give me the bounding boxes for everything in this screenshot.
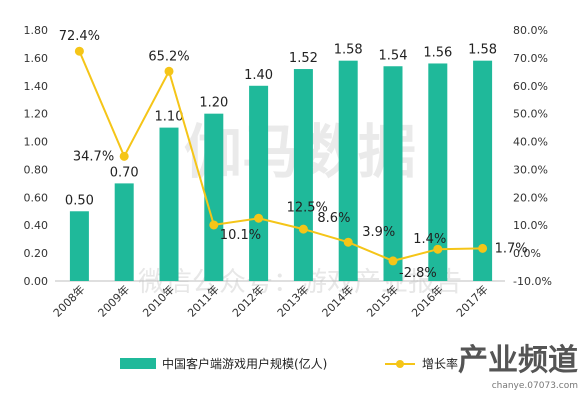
- bar: [114, 183, 134, 281]
- growth-rate-value-label: 34.7%: [73, 149, 114, 164]
- growth-rate-value-label: 3.9%: [362, 225, 395, 240]
- left-axis-tick-label: 0.60: [24, 191, 49, 204]
- growth-rate-value-label: -2.8%: [399, 266, 437, 281]
- bar-value-label: 1.54: [379, 48, 408, 63]
- right-axis-tick-label: 10.0%: [513, 219, 548, 232]
- bar: [338, 60, 358, 281]
- right-axis-tick-label: 30.0%: [513, 163, 548, 176]
- left-axis-tick-label: 0.80: [24, 163, 49, 176]
- bars-group: [69, 60, 493, 282]
- bar: [293, 69, 313, 282]
- growth-rate-value-label: 1.4%: [413, 232, 446, 247]
- bar-value-label: 1.40: [244, 68, 273, 83]
- growth-rate-point: [343, 237, 353, 247]
- growth-rate-point: [164, 66, 174, 76]
- right-axis-tick-label: 80.0%: [513, 24, 548, 37]
- left-axis-tick-label: 0.20: [24, 247, 49, 260]
- bar: [249, 85, 269, 282]
- growth-rate-point: [119, 151, 129, 161]
- right-axis-tick-label: 50.0%: [513, 108, 548, 121]
- growth-rate-points: [74, 46, 488, 266]
- growth-rate-value-label: 10.1%: [220, 228, 261, 243]
- growth-rate-value-label: 1.7%: [495, 241, 528, 256]
- x-axis-tick-label: 2008年: [50, 282, 87, 319]
- bar: [69, 211, 89, 281]
- corner-logo: 产业频道 chanye.07073.com: [458, 343, 578, 391]
- bar: [473, 60, 493, 281]
- legend-bar-label: 中国客户端游戏用户规模(亿人): [162, 356, 327, 371]
- bar-value-label: 1.52: [289, 51, 318, 66]
- growth-rate-point: [433, 244, 443, 254]
- growth-rate-point: [298, 224, 308, 234]
- right-axis-tick-label: 60.0%: [513, 80, 548, 93]
- bar: [204, 113, 224, 282]
- growth-rate-value-label: 65.2%: [148, 49, 189, 64]
- corner-logo-subtext: chanye.07073.com: [492, 381, 578, 391]
- growth-rate-point: [254, 213, 264, 223]
- legend-bar-swatch: [120, 358, 156, 369]
- growth-rate-value-label: 72.4%: [59, 29, 100, 44]
- bar: [159, 127, 179, 281]
- bar-value-label: 1.58: [468, 43, 497, 58]
- growth-rate-labels-group: 72.4% 34.7% 65.2% 10.1% 12.5%8.6% 3.9% -2.8% 1.…: [59, 29, 528, 281]
- legend: 中国客户端游戏用户规模(亿人) 增长率: [120, 356, 458, 371]
- left-axis-tick-label: 1.20: [24, 108, 49, 121]
- bar-value-label: 1.56: [423, 45, 452, 60]
- left-axis-tick-label: 0.00: [24, 275, 49, 288]
- left-axis-tick-label: 0.40: [24, 219, 49, 232]
- bar: [383, 66, 403, 281]
- corner-logo-text: 产业频道: [458, 343, 578, 378]
- bar-value-label: 0.50: [65, 193, 94, 208]
- right-axis-tick-label: 70.0%: [513, 52, 548, 65]
- legend-line-label: 增长率: [422, 356, 458, 371]
- growth-rate-point: [478, 243, 488, 253]
- bar-labels-group: 0.50 0.70 1.10 1.20 1.40 1.52 1.58 1.54 1.56 1.58: [65, 43, 497, 209]
- bar: [428, 63, 448, 281]
- bar-value-label: 0.70: [110, 165, 139, 180]
- left-axis-ticks: 0.00 0.20 0.40 0.60 0.80 1.00 1.20 1.40 1.60 1.80: [24, 24, 49, 288]
- left-axis-tick-label: 1.40: [24, 80, 49, 93]
- right-axis-tick-label: -10.0%: [513, 275, 552, 288]
- x-axis-tick-label: 2009年: [95, 282, 132, 319]
- bar-value-label: 1.10: [155, 110, 184, 125]
- bar-value-label: 1.58: [334, 43, 363, 58]
- bar-value-label: 1.20: [199, 96, 228, 111]
- right-axis-tick-label: 20.0%: [513, 191, 548, 204]
- left-axis-tick-label: 1.60: [24, 52, 49, 65]
- growth-rate-value-label: 12.5%: [287, 200, 328, 215]
- growth-rate-point: [388, 256, 398, 266]
- growth-rate-point: [74, 46, 84, 56]
- growth-rate-line: [78, 50, 483, 262]
- growth-rate-value-label: 8.6%: [317, 211, 350, 226]
- legend-line-marker: [396, 360, 404, 368]
- right-axis-tick-label: 40.0%: [513, 136, 548, 149]
- right-axis-tick-label: 0.0%: [513, 247, 541, 260]
- right-axis-ticks: -10.0% 0.0% 10.0% 20.0% 30.0% 40.0% 50.0% 60.0%…: [513, 24, 552, 288]
- left-axis-tick-label: 1.80: [24, 24, 49, 37]
- left-axis-tick-label: 1.00: [24, 136, 49, 149]
- growth-rate-point: [209, 220, 219, 230]
